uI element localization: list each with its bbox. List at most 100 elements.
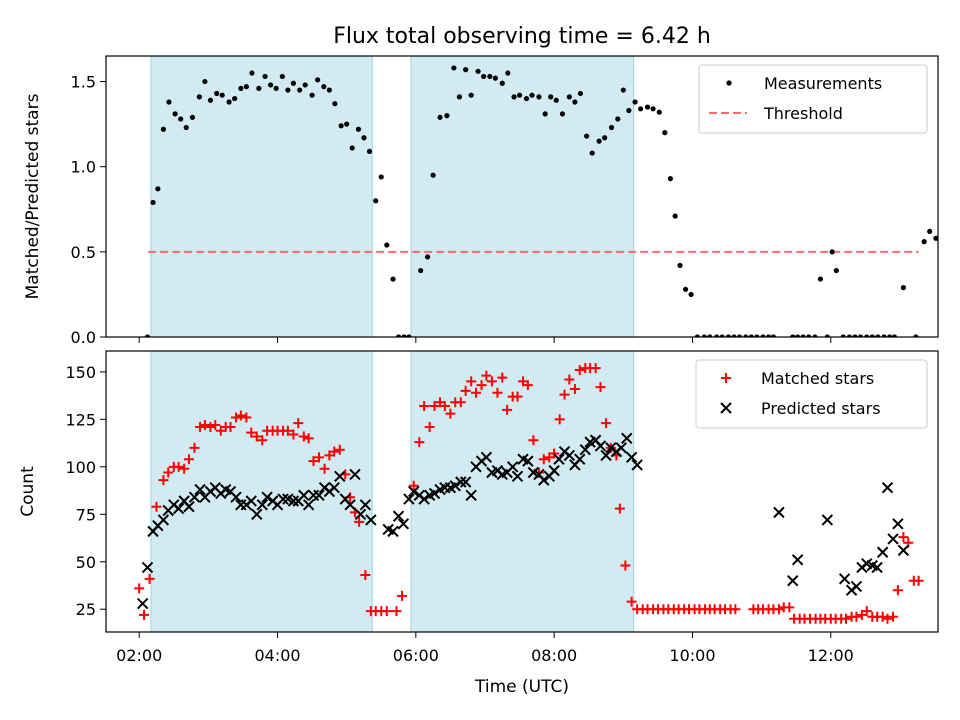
predicted-star-point [287, 495, 300, 507]
matched-star-point [424, 421, 435, 432]
matched-star-point [471, 387, 482, 398]
measurement-point [468, 92, 474, 98]
measurement-point [395, 334, 402, 337]
measurement-point [632, 99, 638, 105]
predicted-star-point [188, 491, 201, 503]
measurement-point [559, 111, 566, 117]
measurement-point [226, 99, 232, 105]
predicted-star-point [459, 476, 472, 488]
measurement-point [886, 334, 893, 337]
matched-star-point [481, 370, 492, 381]
matched-star-point [773, 604, 784, 615]
measurement-point [584, 133, 590, 139]
measurement-point [644, 104, 651, 110]
measurement-point [361, 135, 367, 141]
measurement-point [840, 334, 846, 337]
matched-star-point [183, 454, 194, 465]
predicted-star-point [344, 499, 356, 511]
measurement-point [566, 94, 572, 100]
measurement-point [384, 242, 390, 248]
y-tick-label: 100 [65, 458, 96, 477]
matched-star-point [512, 391, 523, 402]
measurement-point [846, 334, 853, 337]
measurement-point [900, 285, 907, 291]
predicted-star-point [631, 459, 643, 471]
predicted-star-point [302, 499, 315, 511]
matched-star-point [163, 467, 174, 478]
measurement-point [927, 228, 933, 235]
measurement-point [765, 334, 772, 337]
matched-star-point [559, 389, 570, 400]
measurement-point [321, 84, 327, 90]
measurement-point [214, 90, 220, 97]
matched-star-point [205, 421, 216, 432]
measurement-point [891, 334, 898, 337]
predicted-star-point [136, 597, 149, 610]
top-panel: 0.0 0.5 1.0 1.5 Matched/Predicted stars Measu… [23, 55, 939, 347]
legend-box [698, 64, 928, 134]
measurement-point [355, 126, 362, 132]
predicted-star-point [522, 455, 534, 467]
measurement-point [701, 334, 707, 337]
bottom-panel: 25 50 75 100 125 150 02:00 04:00 06:00 08:00 10:00… [18, 350, 939, 665]
matched-star-point [861, 606, 872, 617]
predicted-star-point [403, 493, 415, 505]
measurement-point [487, 73, 493, 80]
y-tick-label: 0.0 [71, 328, 96, 347]
predicted-star-point [506, 461, 519, 473]
matched-star-point [486, 376, 497, 387]
measurement-point [444, 113, 450, 119]
series-measurements [144, 65, 938, 337]
predicted-star-point [605, 442, 617, 454]
matched-star-point [319, 463, 330, 474]
predicted-star-point [408, 485, 420, 498]
predicted-star-point [881, 481, 894, 494]
matched-star-point [626, 596, 637, 607]
matched-star-point [574, 364, 585, 375]
matched-star-point [419, 401, 430, 412]
matched-star-point [381, 606, 392, 617]
matched-star-point [288, 429, 299, 440]
measurement-point [463, 67, 469, 73]
measurement-point [760, 334, 766, 337]
measurement-point [499, 80, 505, 86]
measurement-point [748, 334, 754, 337]
matched-star-point [210, 420, 221, 431]
matched-star-point [549, 448, 560, 459]
measurement-point [707, 334, 713, 337]
y-tick-label: 50 [76, 553, 96, 572]
matched-star-point [251, 431, 262, 442]
measurement-point [338, 123, 344, 129]
predicted-star-point [892, 518, 904, 530]
matched-star-point [455, 397, 466, 408]
measurement-point [302, 82, 308, 88]
measurement-point [378, 174, 384, 180]
matched-star-point [538, 454, 549, 465]
predicted-star-point [397, 518, 410, 530]
matched-star-point [231, 412, 242, 423]
plot-area [144, 56, 938, 337]
matched-star-point [199, 420, 210, 431]
measurement-point [207, 97, 214, 103]
measurement-point [232, 95, 238, 102]
matched-star-point [569, 383, 580, 394]
measurement-point [667, 176, 673, 182]
predicted-star-point [313, 489, 325, 502]
measurement-point [817, 276, 824, 282]
x-axis-label: Time (UTC) [474, 677, 569, 697]
predicted-star-point [365, 514, 377, 526]
matched-star-point [134, 583, 145, 594]
measurement-point [736, 334, 743, 337]
measurement-point [536, 94, 542, 100]
measurement-point [309, 92, 315, 98]
predicted-star-point [334, 470, 346, 483]
matched-star-point [179, 463, 190, 474]
y-axis-label: Matched/Predicted stars [23, 93, 43, 299]
measurement-point [553, 97, 559, 103]
measurement-point [144, 334, 151, 337]
measurement-point [492, 75, 498, 81]
measurement-point [189, 114, 196, 120]
y-axis-label: Count [18, 466, 38, 517]
predicted-star-point [563, 449, 576, 462]
measurement-point [743, 334, 749, 337]
